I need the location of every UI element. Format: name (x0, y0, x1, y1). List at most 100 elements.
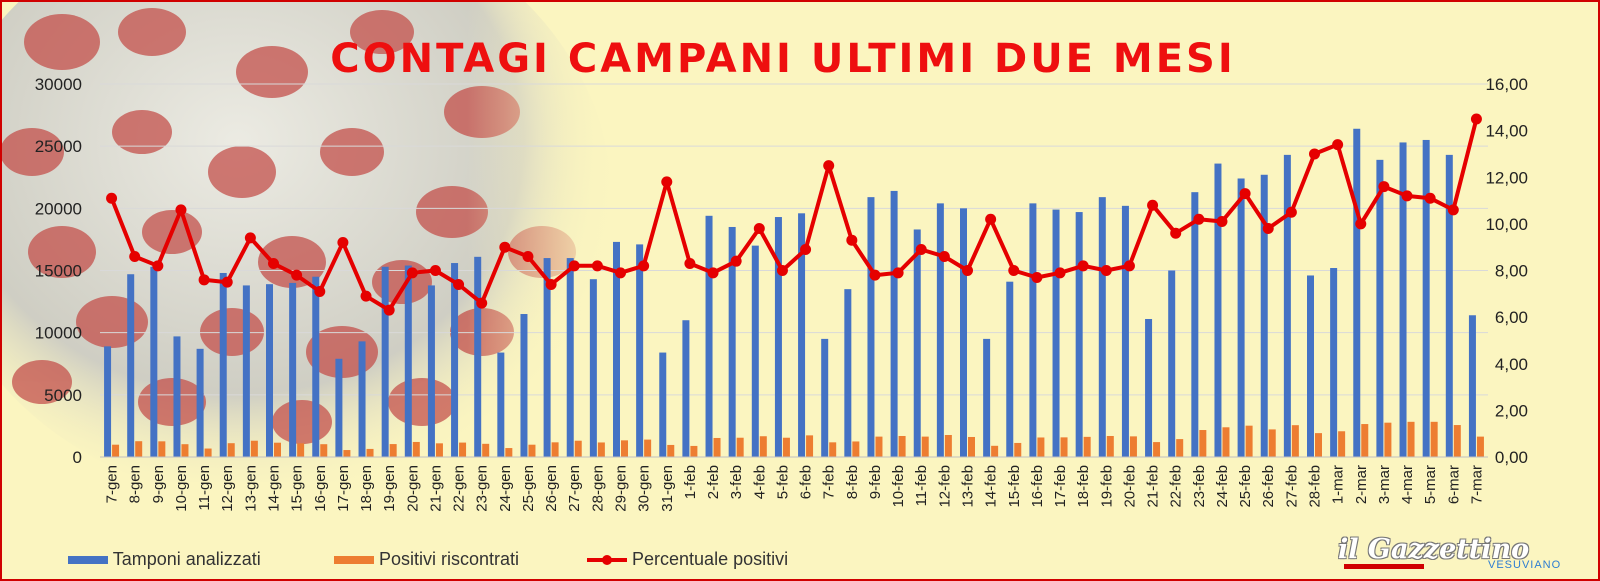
legend-label-positivi: Positivi riscontrati (379, 549, 520, 569)
bar-tamponi (1330, 268, 1338, 457)
x-tick-label: 11-feb (913, 465, 930, 506)
point-percentuale (753, 223, 765, 235)
bar-positivi (459, 442, 467, 457)
bar-positivi (713, 437, 721, 457)
x-tick-label: 9-feb (867, 465, 884, 499)
bar-positivi (135, 441, 143, 457)
point-percentuale (1054, 267, 1066, 279)
x-tick-label: 17-gen (335, 465, 352, 512)
bar-positivi (320, 444, 328, 457)
bar-tamponi (636, 244, 644, 457)
x-tick-label: 25-feb (1237, 465, 1254, 508)
bar-positivi (1060, 437, 1068, 457)
x-tick-label: 12-gen (219, 465, 236, 512)
x-tick-label: 4-feb (751, 465, 768, 499)
legend-label-tamponi: Tamponi analizzati (112, 549, 261, 569)
point-percentuale (730, 255, 742, 267)
point-percentuale (985, 213, 997, 225)
bar-positivi (1199, 430, 1207, 457)
bar-positivi (227, 443, 235, 457)
y-left-tick-label: 25000 (35, 137, 82, 156)
bar-positivi (1268, 429, 1276, 457)
x-tick-label: 12-feb (936, 465, 953, 508)
bar-positivi (1176, 439, 1184, 457)
point-percentuale (360, 290, 372, 302)
bar-tamponi (705, 215, 713, 457)
bar-tamponi (497, 352, 505, 457)
x-tick-label: 17-feb (1052, 465, 1069, 508)
bar-positivi (690, 445, 698, 457)
bar-positivi (1315, 433, 1322, 457)
point-percentuale (291, 269, 303, 281)
x-tick-label: 14-gen (266, 465, 283, 512)
point-percentuale (615, 267, 626, 279)
bar-tamponi (127, 274, 135, 457)
x-tick-label: 31-gen (659, 465, 676, 512)
bar-positivi (1106, 435, 1114, 457)
x-tick-label: 24-feb (1214, 465, 1231, 508)
bar-tamponi (1376, 159, 1384, 458)
bar-tamponi (173, 336, 181, 457)
x-tick-label: 16-gen (312, 465, 329, 512)
bar-positivi (1384, 422, 1392, 457)
x-tick-label: 24-gen (497, 465, 514, 512)
point-percentuale (406, 267, 418, 279)
x-tick-label: 13-gen (242, 465, 259, 512)
bar-positivi (1083, 436, 1091, 457)
bar-tamponi (335, 358, 343, 457)
bar-tamponi (913, 229, 921, 457)
y-right-tick-label: 8,00 (1495, 262, 1528, 281)
y-left-tick-label: 0 (73, 448, 82, 467)
bar-positivi (482, 443, 490, 457)
bar-tamponi (1121, 205, 1129, 457)
bar-tamponi (566, 258, 574, 457)
y-right-tick-label: 6,00 (1495, 308, 1528, 327)
point-percentuale (198, 274, 210, 286)
bar-tamponi (1260, 174, 1268, 457)
bar-positivi (875, 436, 883, 457)
bar-positivi (574, 440, 582, 457)
y-left-tick-label: 15000 (35, 262, 82, 281)
point-percentuale (522, 251, 534, 263)
x-tick-label: 15-gen (289, 465, 306, 512)
y-left-tick-label: 10000 (35, 324, 82, 343)
bar-tamponi (613, 241, 620, 457)
bar-positivi (412, 441, 420, 457)
x-tick-label: 8-feb (844, 465, 861, 499)
bar-tamponi (1399, 142, 1407, 458)
x-tick-label: 1-feb (682, 465, 699, 499)
bar-tamponi (1283, 154, 1291, 457)
bar-positivi (806, 435, 814, 457)
x-tick-label: 9-gen (150, 465, 167, 503)
bar-positivi (1153, 442, 1161, 457)
point-percentuale (175, 204, 187, 216)
y-right-tick-label: 14,00 (1485, 122, 1528, 141)
point-percentuale (1447, 204, 1459, 216)
x-tick-label: 22-feb (1168, 465, 1185, 508)
bar-tamponi (1052, 209, 1060, 457)
bar-tamponi (289, 282, 297, 457)
bar-tamponi (890, 190, 898, 457)
bar-tamponi (1191, 192, 1199, 458)
bar-positivi (158, 441, 166, 457)
point-percentuale (638, 260, 650, 272)
bar-tamponi (312, 276, 320, 457)
bar-positivi (644, 439, 652, 457)
point-percentuale (1401, 190, 1413, 202)
bar-positivi (435, 443, 443, 457)
point-percentuale (106, 192, 118, 204)
x-tick-label: 28-feb (1307, 465, 1324, 508)
bar-tamponi (844, 289, 852, 457)
point-percentuale (1239, 188, 1251, 200)
bar-positivi (968, 436, 975, 457)
bar-tamponi (451, 263, 459, 457)
bar-tamponi (682, 320, 690, 457)
y-right-tick-label: 4,00 (1495, 355, 1528, 374)
x-tick-label: 4-mar (1399, 465, 1416, 504)
x-tick-label: 6-mar (1445, 465, 1462, 504)
x-tick-label: 7-feb (821, 465, 838, 499)
bar-positivi (297, 443, 305, 457)
gazzettino-logo: il Gazzettino VESUVIANO (1338, 534, 1578, 574)
